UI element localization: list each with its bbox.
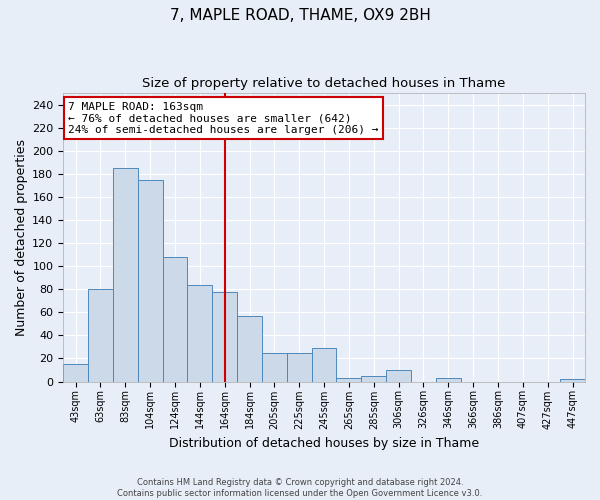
Bar (337, 378, 361, 382)
Bar (187, 284, 212, 382)
Bar (212, 292, 237, 382)
Text: 7 MAPLE ROAD: 163sqm
← 76% of detached houses are smaller (642)
24% of semi-deta: 7 MAPLE ROAD: 163sqm ← 76% of detached h… (68, 102, 379, 135)
X-axis label: Distribution of detached houses by size in Thame: Distribution of detached houses by size … (169, 437, 479, 450)
Bar (386, 370, 411, 382)
Bar (113, 168, 137, 382)
Bar (88, 289, 113, 382)
Bar (361, 376, 386, 382)
Bar (560, 379, 585, 382)
Y-axis label: Number of detached properties: Number of detached properties (15, 139, 28, 336)
Title: Size of property relative to detached houses in Thame: Size of property relative to detached ho… (142, 78, 506, 90)
Bar (436, 378, 461, 382)
Bar (63, 364, 88, 382)
Bar (287, 352, 311, 382)
Text: 7, MAPLE ROAD, THAME, OX9 2BH: 7, MAPLE ROAD, THAME, OX9 2BH (170, 8, 430, 22)
Bar (237, 316, 262, 382)
Bar (311, 348, 337, 382)
Bar (262, 352, 287, 382)
Bar (163, 257, 187, 382)
Text: Contains HM Land Registry data © Crown copyright and database right 2024.
Contai: Contains HM Land Registry data © Crown c… (118, 478, 482, 498)
Bar (137, 180, 163, 382)
